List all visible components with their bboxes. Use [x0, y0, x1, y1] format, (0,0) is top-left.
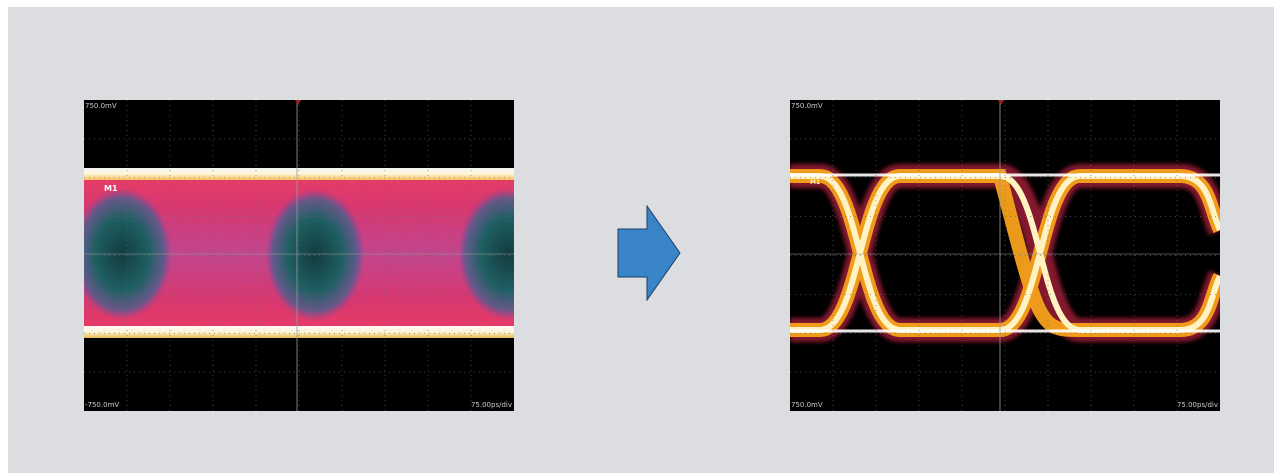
top-voltage-label: 750.0mV: [791, 102, 823, 110]
bottom-voltage-label: -750.0mV: [85, 401, 120, 409]
timebase-label: 75.00ps/div: [1176, 401, 1218, 409]
oscilloscope-screen-before: M1 750.0mV -750.0mV 75.00ps/div: [84, 100, 514, 411]
oscilloscope-screen-after: M1 750.0mV 750.0mV 75.00ps/div: [790, 100, 1220, 411]
trigger-marker: [295, 100, 301, 105]
marker-label: M1: [810, 179, 821, 186]
eye-diagram-clean: [790, 100, 1220, 411]
figure-panel: M1 750.0mV -750.0mV 75.00ps/div: [8, 7, 1274, 473]
top-voltage-label: 750.0mV: [85, 102, 117, 110]
marker-label: M1: [104, 184, 118, 193]
bottom-voltage-label: 750.0mV: [791, 401, 823, 409]
timebase-label: 75.00ps/div: [470, 401, 512, 409]
eye-diagram-noisy: [84, 100, 514, 411]
trigger-marker: [998, 100, 1004, 105]
right-arrow-icon: [617, 205, 681, 301]
